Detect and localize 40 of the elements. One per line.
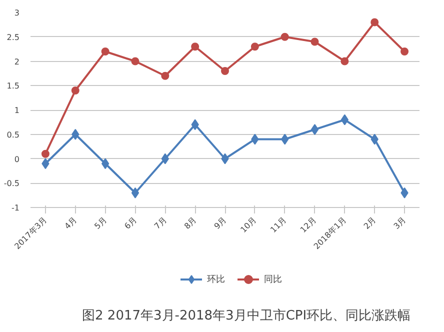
x-tick-label: 8月	[182, 215, 198, 231]
x-tick-label: 12月	[298, 215, 318, 235]
point	[310, 124, 319, 135]
x-tick-label: 10月	[238, 215, 258, 235]
point	[400, 48, 409, 56]
legend-label: 环比	[207, 274, 226, 286]
text: 图2 2017年3月-2018年3月中卫市CPI环比、同比涨跌幅	[82, 308, 411, 324]
point	[370, 18, 379, 26]
point	[131, 187, 140, 198]
y-tick-label: 0	[14, 154, 20, 164]
y-tick-label: 1.5	[6, 82, 20, 91]
x-tick-label: 9月	[212, 215, 228, 231]
x-tick-label: 5月	[92, 215, 108, 231]
point	[250, 42, 259, 51]
point	[131, 57, 140, 66]
point	[161, 72, 170, 80]
y-tick-label: 2	[14, 57, 20, 66]
y-tick-label: 3	[14, 8, 20, 18]
point	[101, 48, 110, 56]
point	[101, 158, 110, 170]
y-tick-label: -1	[12, 204, 20, 212]
x-tick-label: 3月	[392, 215, 408, 231]
point	[340, 57, 349, 66]
point	[71, 86, 80, 94]
point	[310, 38, 319, 46]
point	[340, 114, 349, 126]
x-tick-label: 4月	[62, 215, 79, 231]
y-tick-label: 0.5	[6, 130, 20, 140]
x-tick-label: 2月	[362, 215, 378, 231]
legend-label: 同比	[264, 274, 283, 286]
x-tick-label: 11月	[268, 215, 288, 235]
x-tick-label: 7月	[152, 215, 168, 231]
y-tick-label: 1	[14, 106, 20, 115]
point	[191, 42, 200, 51]
y-tick-label: -0.5	[4, 179, 20, 188]
x-tick-label: 6月	[122, 215, 138, 231]
point	[41, 150, 50, 158]
point	[280, 32, 289, 41]
y-tick-label: 2.5	[6, 32, 20, 42]
point	[221, 67, 229, 75]
